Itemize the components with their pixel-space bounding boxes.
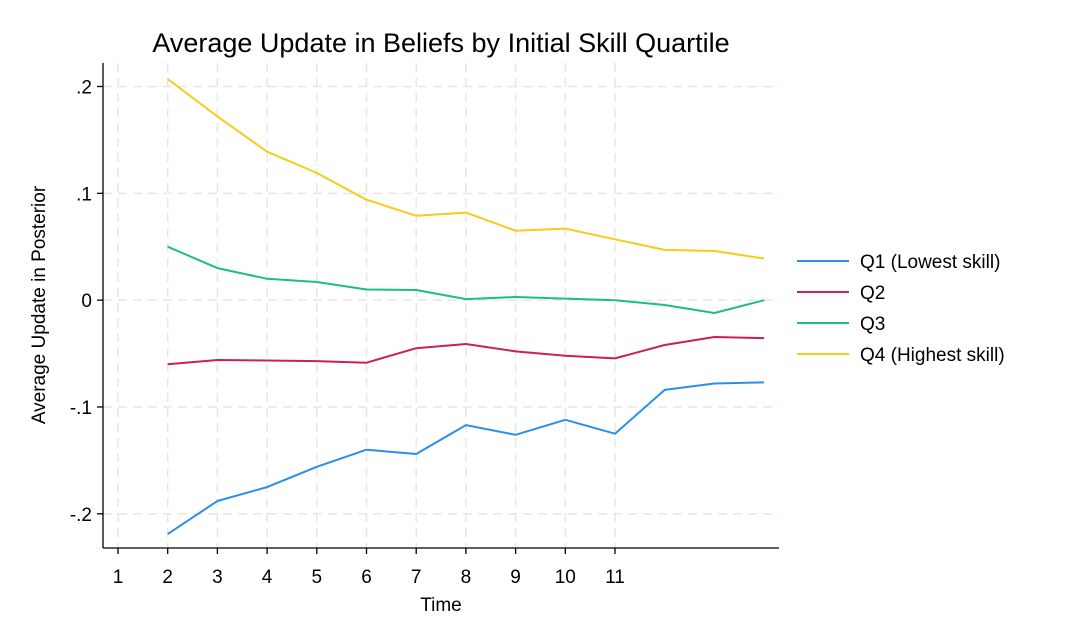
x-tick-label: 11: [605, 567, 625, 588]
x-tick-label: 8: [461, 567, 472, 588]
y-tick-label: -.1: [70, 398, 92, 419]
legend-label: Q2: [860, 283, 885, 304]
y-tick-label: 0: [81, 291, 92, 312]
series-line-q1: [167, 381, 765, 535]
y-tick-label: -.2: [70, 505, 92, 526]
legend-label: Q1 (Lowest skill): [860, 252, 1000, 273]
x-tick-label: 2: [162, 567, 173, 588]
grid-lines: [103, 63, 779, 548]
x-tick-label: 4: [262, 567, 273, 588]
y-tick-label: .1: [76, 184, 92, 205]
x-tick-label: 9: [510, 567, 521, 588]
x-tick-label: 10: [555, 567, 576, 588]
series-line-q4: [167, 78, 765, 260]
y-axis-label: Average Update in Posterior: [29, 185, 50, 424]
legend: Q1 (Lowest skill) Q2 Q3 Q4 (Highest skill): [797, 252, 1005, 366]
series-line-q2: [167, 336, 765, 366]
chart-title: Average Update in Beliefs by Initial Ski…: [152, 28, 729, 58]
y-tick-label: .2: [76, 78, 92, 99]
x-tick-label: 6: [361, 567, 372, 588]
legend-label: Q3: [860, 314, 885, 335]
x-tick-label: 5: [312, 567, 323, 588]
tick-labels: -.2 -.1 0 .1 .2 1 2 3 4 5 6 7 8 9 10 11: [70, 78, 625, 588]
x-axis-label: Time: [420, 595, 462, 616]
legend-label: Q4 (Highest skill): [860, 345, 1005, 366]
series-lines: [167, 78, 765, 535]
series-line-q3: [167, 245, 765, 314]
x-tick-label: 1: [113, 567, 124, 588]
x-tick-label: 7: [411, 567, 422, 588]
x-tick-label: 3: [212, 567, 223, 588]
axes: [97, 63, 779, 554]
